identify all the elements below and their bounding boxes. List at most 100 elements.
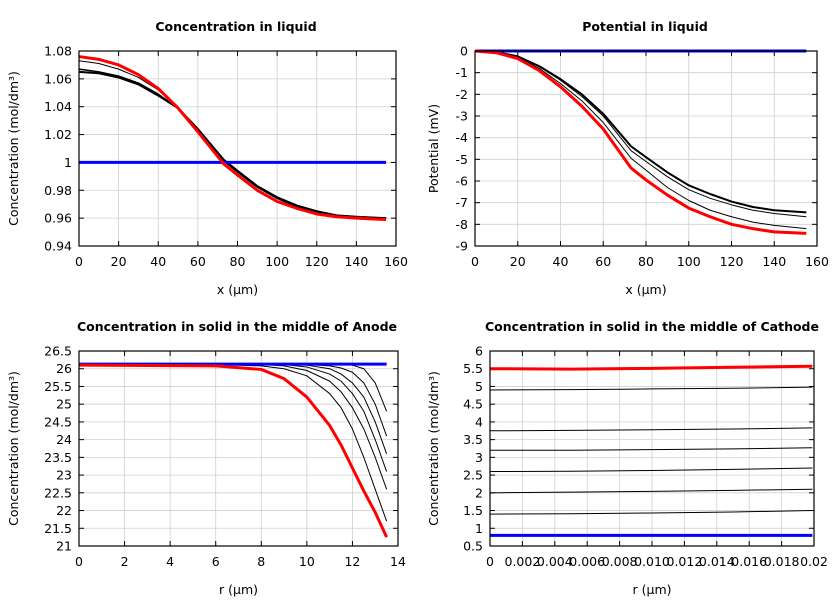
series-line-2 (78, 68, 387, 219)
x-tick-label: 100 (265, 254, 289, 269)
x-tick-label: 0.004 (537, 554, 573, 569)
y-tick-label: 1.06 (44, 71, 72, 86)
y-tick-label: 2 (475, 485, 483, 500)
series-line-5 (489, 488, 813, 494)
series-line-2 (489, 427, 813, 432)
y-tick-label: -7 (456, 195, 468, 210)
subplot-1: 0 20 40 60 80 100 120 140 160 0.94 0.96 0.98 1 1.02 1.… (6, 19, 408, 297)
y-tick-label: 1.02 (44, 127, 72, 142)
y-tick-label: 26 (56, 361, 72, 376)
x-tick-label: 20 (111, 254, 127, 269)
x-tick-label: 80 (230, 254, 246, 269)
y-tick-label: 26.5 (44, 344, 72, 359)
y-tick-label: -6 (456, 174, 469, 189)
x-tick-label: 0.014 (699, 554, 735, 569)
x-tick-label: 120 (305, 254, 329, 269)
y-tick-label: 1.08 (44, 44, 72, 59)
x-tick-label: 8 (257, 554, 265, 569)
chart-title: Concentration in solid in the middle of … (77, 319, 397, 334)
y-tick-label: 25.5 (44, 379, 72, 394)
y-tick-label: 0.98 (44, 183, 72, 198)
y-axis-label: Concentration (mol/dm³) (6, 371, 21, 526)
x-tick-label: 120 (720, 254, 744, 269)
series-line-2 (79, 363, 388, 437)
y-tick-label: 0.5 (463, 539, 483, 554)
series-line-2 (474, 50, 807, 218)
x-tick-label: 0 (471, 254, 479, 269)
x-tick-label: 0.008 (602, 554, 638, 569)
y-tick-label: 5.5 (463, 361, 483, 376)
chart-title: Potential in liquid (582, 19, 708, 34)
y-tick-label: 24 (56, 432, 72, 447)
series-line-4 (79, 363, 388, 472)
subplot-4: 0 0.0020.0040.0060.0080.0100.0120.0140.01… (426, 319, 828, 597)
y-tick-label: 21.5 (44, 521, 72, 536)
y-axis-label: Concentration (mol/dm³) (6, 71, 21, 226)
series-line-4 (489, 467, 813, 473)
y-tick-label: 1.5 (463, 503, 483, 518)
y-tick-label: 3 (475, 450, 483, 465)
x-axis-label: r (µm) (633, 582, 672, 597)
x-tick-label: 6 (212, 554, 220, 569)
x-tick-label: 20 (510, 254, 526, 269)
x-tick-label: 0.016 (731, 554, 767, 569)
x-tick-label: 0.006 (569, 554, 605, 569)
x-tick-label: 80 (638, 254, 654, 269)
y-tick-label: 25 (56, 397, 72, 412)
y-tick-label: 21 (56, 539, 72, 554)
x-tick-label: 40 (553, 254, 569, 269)
y-tick-label: -8 (456, 217, 469, 232)
y-tick-label: -5 (456, 152, 468, 167)
x-tick-label: 0 (486, 554, 494, 569)
y-tick-label: -1 (456, 65, 468, 80)
y-tick-label: 23.5 (44, 450, 72, 465)
series-line-5 (474, 49, 807, 235)
x-tick-label: 0 (75, 254, 83, 269)
x-axis-label: x (µm) (217, 282, 258, 297)
series-line-3 (490, 447, 813, 451)
x-tick-label: 2 (121, 554, 129, 569)
chart-title: Concentration in solid in the middle of … (485, 319, 819, 334)
series-line-5 (78, 55, 387, 222)
x-tick-label: 10 (299, 554, 315, 569)
x-tick-label: 0.02 (800, 554, 828, 569)
y-tick-label: 5 (475, 379, 483, 394)
x-tick-label: 140 (344, 254, 368, 269)
series-line-1 (78, 60, 387, 219)
y-tick-label: 1.04 (44, 99, 72, 114)
y-tick-label: 22.5 (44, 485, 72, 500)
x-tick-label: 0.018 (764, 554, 800, 569)
y-tick-label: 0.96 (44, 211, 72, 226)
x-tick-label: 100 (677, 254, 701, 269)
y-tick-label: 23 (56, 468, 72, 483)
y-tick-label: 0.94 (44, 239, 72, 254)
x-tick-label: 40 (150, 254, 166, 269)
series-line-3 (79, 363, 388, 454)
plot-frame (474, 50, 818, 247)
x-tick-label: 60 (190, 254, 206, 269)
x-tick-label: 60 (595, 254, 611, 269)
y-tick-label: 22 (56, 503, 72, 518)
x-tick-label: 0.012 (667, 554, 703, 569)
x-axis-label: x (µm) (625, 282, 666, 297)
x-tick-label: 0 (75, 554, 83, 569)
x-tick-label: 12 (344, 554, 360, 569)
y-tick-label: -4 (456, 130, 469, 145)
x-tick-label: 4 (166, 554, 174, 569)
chart-title: Concentration in liquid (155, 19, 316, 34)
y-axis-label: Potential (mV) (426, 104, 441, 193)
subplot-3: 0 2 4 6 8 10 12 142121.52222.52323.52424.52525.… (6, 319, 406, 597)
y-tick-label: 6 (475, 344, 483, 359)
series-line-8 (78, 363, 388, 538)
x-tick-label: 14 (390, 554, 406, 569)
y-tick-label: 2.5 (463, 468, 483, 483)
series-line-3 (78, 70, 387, 220)
series-line-6 (489, 510, 813, 515)
y-axis-label: Concentration (mol/dm³) (426, 371, 441, 526)
y-tick-label: 3.5 (463, 432, 483, 447)
y-tick-label: -3 (456, 109, 468, 124)
plot-frame (489, 350, 815, 547)
y-tick-label: -2 (456, 87, 468, 102)
x-tick-label: 0.002 (505, 554, 541, 569)
